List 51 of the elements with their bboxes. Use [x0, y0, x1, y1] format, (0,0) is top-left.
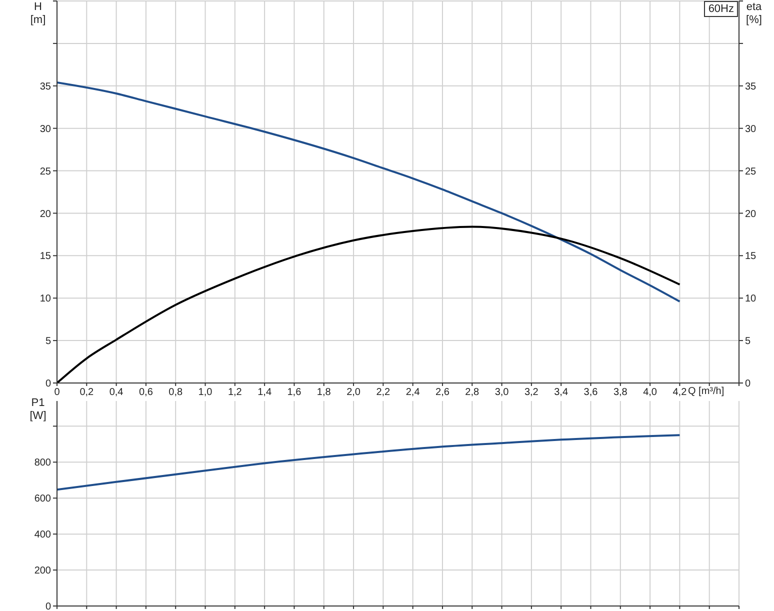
x-tick-label: 3,4: [554, 387, 568, 398]
x-tick-label: 1,2: [228, 387, 242, 398]
y-tick-label: 20: [40, 208, 52, 220]
y2-tick-label: 10: [745, 294, 757, 305]
x-tick-label: 4,2: [672, 387, 688, 398]
y-tick-label: 800: [34, 458, 52, 469]
y2-tick-label: 0: [745, 378, 751, 390]
x-tick-label: 3,0: [494, 387, 510, 398]
x-tick-label: 3,2: [524, 387, 539, 398]
y2-tick-label: 30: [745, 124, 757, 135]
y2-tick-label: 15: [745, 251, 757, 262]
x-tick-label: 1,4: [258, 387, 272, 398]
line-series: [57, 81, 681, 303]
x-tick-label: 1,0: [198, 387, 213, 398]
x-tick-label: 2,4: [406, 387, 420, 398]
y-axis-title: P1 [W]: [28, 397, 48, 423]
y2-tick-label: 35: [745, 81, 757, 92]
x-tick-label: 2,6: [436, 387, 450, 398]
x-tick-label: 1,8: [316, 387, 332, 398]
y-tick-label: 400: [34, 530, 52, 541]
x-tick-label: 2,0: [346, 387, 361, 398]
y-tick-label: 35: [40, 81, 52, 92]
y2-axis-title: eta [%]: [745, 1, 763, 27]
annotation: 60Hz: [704, 1, 738, 17]
y-tick-label: 30: [40, 124, 52, 135]
x-tick-label: 0,6: [139, 387, 154, 398]
x-tick-label: 0,4: [109, 387, 124, 398]
x-tick-label: 0,2: [80, 387, 94, 398]
x-axis-title: Q [m³/h]: [688, 386, 724, 397]
y-tick-label: 5: [45, 336, 52, 348]
y-tick-label: 25: [40, 166, 52, 178]
x-tick-label: 0: [54, 387, 60, 398]
x-tick-label: 0,8: [168, 387, 183, 398]
x-tick-label: 3,8: [613, 387, 628, 398]
y-tick-label: 200: [34, 566, 52, 577]
x-tick-label: 3,6: [584, 387, 598, 398]
y-tick-label: 0: [45, 378, 52, 390]
y-tick-label: 10: [40, 294, 52, 305]
line-series: [57, 434, 681, 491]
y2-tick-label: 25: [745, 166, 757, 178]
line-series: [57, 226, 681, 383]
x-tick-label: 4,0: [643, 387, 658, 398]
x-tick-label: 2,8: [465, 387, 480, 398]
y-axis-title: H [m]: [29, 1, 47, 27]
x-tick-label: 1,6: [287, 387, 302, 398]
x-tick-label: 2,2: [376, 387, 391, 398]
y2-tick-label: 5: [745, 336, 751, 348]
y-tick-label: 600: [34, 494, 52, 505]
y2-tick-label: 20: [745, 208, 757, 220]
y-tick-label: 0: [45, 602, 52, 611]
y-tick-label: 15: [40, 251, 52, 262]
